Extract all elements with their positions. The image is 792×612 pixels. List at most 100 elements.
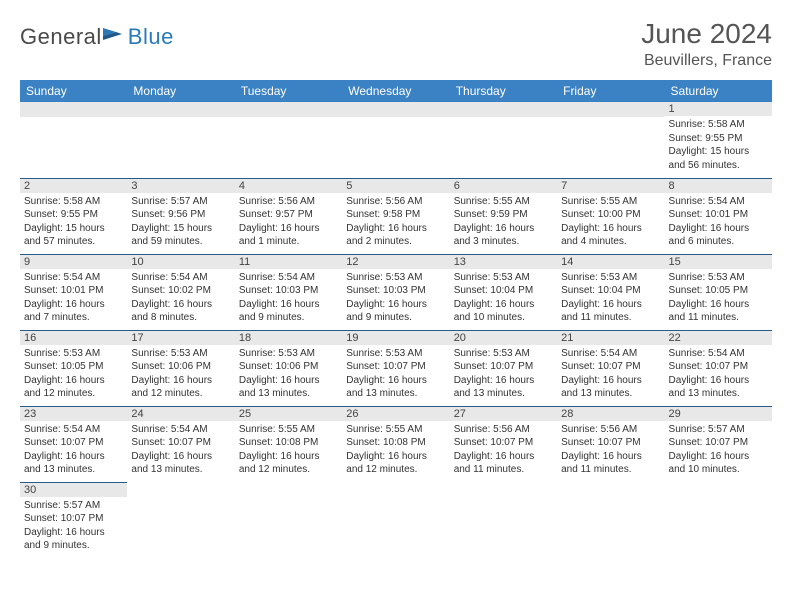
daylight: Daylight: 16 hours and 1 minute. bbox=[239, 222, 338, 249]
daylight: Daylight: 16 hours and 13 minutes. bbox=[346, 374, 445, 401]
calendar-cell bbox=[127, 102, 234, 178]
sunrise: Sunrise: 5:54 AM bbox=[24, 271, 123, 285]
day-number: 17 bbox=[127, 331, 234, 345]
daylight: Daylight: 16 hours and 13 minutes. bbox=[669, 374, 768, 401]
calendar-cell bbox=[342, 102, 449, 178]
daylight: Daylight: 16 hours and 11 minutes. bbox=[669, 298, 768, 325]
daylight: Daylight: 16 hours and 9 minutes. bbox=[239, 298, 338, 325]
daylight: Daylight: 16 hours and 11 minutes. bbox=[454, 450, 553, 477]
sunrise: Sunrise: 5:58 AM bbox=[669, 118, 768, 132]
sunset: Sunset: 10:04 PM bbox=[454, 284, 553, 298]
calendar-cell: 20Sunrise: 5:53 AMSunset: 10:07 PMDaylig… bbox=[450, 330, 557, 406]
sunset: Sunset: 10:07 PM bbox=[669, 436, 768, 450]
sunset: Sunset: 10:07 PM bbox=[454, 436, 553, 450]
day-number: 12 bbox=[342, 255, 449, 269]
sunrise: Sunrise: 5:54 AM bbox=[131, 423, 230, 437]
title-block: June 2024 Beuvillers, France bbox=[641, 18, 772, 70]
sunset: Sunset: 10:07 PM bbox=[561, 436, 660, 450]
sunrise: Sunrise: 5:54 AM bbox=[24, 423, 123, 437]
calendar-header-row: Sunday Monday Tuesday Wednesday Thursday… bbox=[20, 80, 772, 102]
sun-info: Sunrise: 5:53 AMSunset: 10:06 PMDaylight… bbox=[127, 345, 234, 401]
sun-info: Sunrise: 5:54 AMSunset: 10:07 PMDaylight… bbox=[665, 345, 772, 401]
daylight: Daylight: 16 hours and 13 minutes. bbox=[24, 450, 123, 477]
day-number: 30 bbox=[20, 483, 127, 497]
calendar-cell bbox=[557, 482, 664, 558]
sunset: Sunset: 10:07 PM bbox=[24, 512, 123, 526]
calendar-cell bbox=[450, 482, 557, 558]
sunrise: Sunrise: 5:55 AM bbox=[561, 195, 660, 209]
sun-info: Sunrise: 5:54 AMSunset: 10:01 PMDaylight… bbox=[665, 193, 772, 249]
day-number: 8 bbox=[665, 179, 772, 193]
logo: General Blue bbox=[20, 24, 174, 50]
sun-info: Sunrise: 5:58 AMSunset: 9:55 PMDaylight:… bbox=[20, 193, 127, 249]
col-sunday: Sunday bbox=[20, 80, 127, 102]
day-number: 15 bbox=[665, 255, 772, 269]
calendar-cell: 24Sunrise: 5:54 AMSunset: 10:07 PMDaylig… bbox=[127, 406, 234, 482]
sunrise: Sunrise: 5:53 AM bbox=[239, 347, 338, 361]
sunrise: Sunrise: 5:53 AM bbox=[454, 347, 553, 361]
daylight: Daylight: 16 hours and 10 minutes. bbox=[454, 298, 553, 325]
col-friday: Friday bbox=[557, 80, 664, 102]
sunrise: Sunrise: 5:55 AM bbox=[454, 195, 553, 209]
col-saturday: Saturday bbox=[665, 80, 772, 102]
sunrise: Sunrise: 5:53 AM bbox=[24, 347, 123, 361]
empty-day bbox=[235, 102, 342, 117]
day-number: 3 bbox=[127, 179, 234, 193]
calendar-cell: 28Sunrise: 5:56 AMSunset: 10:07 PMDaylig… bbox=[557, 406, 664, 482]
day-number: 10 bbox=[127, 255, 234, 269]
header: General Blue June 2024 Beuvillers, Franc… bbox=[20, 18, 772, 70]
sunrise: Sunrise: 5:57 AM bbox=[669, 423, 768, 437]
sunset: Sunset: 9:55 PM bbox=[669, 132, 768, 146]
empty-day bbox=[20, 102, 127, 117]
sunrise: Sunrise: 5:54 AM bbox=[131, 271, 230, 285]
sunset: Sunset: 10:06 PM bbox=[131, 360, 230, 374]
calendar-cell: 2Sunrise: 5:58 AMSunset: 9:55 PMDaylight… bbox=[20, 178, 127, 254]
sun-info: Sunrise: 5:53 AMSunset: 10:05 PMDaylight… bbox=[665, 269, 772, 325]
calendar-cell: 6Sunrise: 5:55 AMSunset: 9:59 PMDaylight… bbox=[450, 178, 557, 254]
sunset: Sunset: 10:08 PM bbox=[239, 436, 338, 450]
sun-info: Sunrise: 5:56 AMSunset: 9:57 PMDaylight:… bbox=[235, 193, 342, 249]
sunset: Sunset: 10:05 PM bbox=[24, 360, 123, 374]
daylight: Daylight: 16 hours and 9 minutes. bbox=[24, 526, 123, 553]
calendar-cell bbox=[557, 102, 664, 178]
calendar-cell: 15Sunrise: 5:53 AMSunset: 10:05 PMDaylig… bbox=[665, 254, 772, 330]
sun-info: Sunrise: 5:57 AMSunset: 10:07 PMDaylight… bbox=[665, 421, 772, 477]
day-number: 18 bbox=[235, 331, 342, 345]
day-number: 2 bbox=[20, 179, 127, 193]
calendar-cell: 4Sunrise: 5:56 AMSunset: 9:57 PMDaylight… bbox=[235, 178, 342, 254]
sun-info: Sunrise: 5:53 AMSunset: 10:07 PMDaylight… bbox=[450, 345, 557, 401]
sun-info: Sunrise: 5:53 AMSunset: 10:07 PMDaylight… bbox=[342, 345, 449, 401]
calendar-table: Sunday Monday Tuesday Wednesday Thursday… bbox=[20, 80, 772, 558]
sunset: Sunset: 10:07 PM bbox=[561, 360, 660, 374]
logo-flag-icon bbox=[102, 26, 124, 49]
sun-info: Sunrise: 5:54 AMSunset: 10:07 PMDaylight… bbox=[557, 345, 664, 401]
calendar-row: 16Sunrise: 5:53 AMSunset: 10:05 PMDaylig… bbox=[20, 330, 772, 406]
sunset: Sunset: 10:07 PM bbox=[346, 360, 445, 374]
day-number: 23 bbox=[20, 407, 127, 421]
daylight: Daylight: 16 hours and 11 minutes. bbox=[561, 298, 660, 325]
sun-info: Sunrise: 5:57 AMSunset: 10:07 PMDaylight… bbox=[20, 497, 127, 553]
sunset: Sunset: 9:55 PM bbox=[24, 208, 123, 222]
sunrise: Sunrise: 5:55 AM bbox=[346, 423, 445, 437]
calendar-cell: 30Sunrise: 5:57 AMSunset: 10:07 PMDaylig… bbox=[20, 482, 127, 558]
day-number: 26 bbox=[342, 407, 449, 421]
daylight: Daylight: 16 hours and 4 minutes. bbox=[561, 222, 660, 249]
sunrise: Sunrise: 5:53 AM bbox=[454, 271, 553, 285]
sunrise: Sunrise: 5:56 AM bbox=[346, 195, 445, 209]
calendar-cell: 25Sunrise: 5:55 AMSunset: 10:08 PMDaylig… bbox=[235, 406, 342, 482]
sunset: Sunset: 10:07 PM bbox=[454, 360, 553, 374]
day-number: 21 bbox=[557, 331, 664, 345]
day-number: 11 bbox=[235, 255, 342, 269]
sunrise: Sunrise: 5:54 AM bbox=[669, 195, 768, 209]
sun-info: Sunrise: 5:53 AMSunset: 10:04 PMDaylight… bbox=[557, 269, 664, 325]
daylight: Daylight: 16 hours and 12 minutes. bbox=[24, 374, 123, 401]
sun-info: Sunrise: 5:53 AMSunset: 10:05 PMDaylight… bbox=[20, 345, 127, 401]
calendar-cell: 17Sunrise: 5:53 AMSunset: 10:06 PMDaylig… bbox=[127, 330, 234, 406]
col-wednesday: Wednesday bbox=[342, 80, 449, 102]
calendar-cell: 13Sunrise: 5:53 AMSunset: 10:04 PMDaylig… bbox=[450, 254, 557, 330]
daylight: Daylight: 16 hours and 11 minutes. bbox=[561, 450, 660, 477]
sun-info: Sunrise: 5:54 AMSunset: 10:01 PMDaylight… bbox=[20, 269, 127, 325]
calendar-cell bbox=[665, 482, 772, 558]
sunrise: Sunrise: 5:53 AM bbox=[346, 347, 445, 361]
calendar-cell: 3Sunrise: 5:57 AMSunset: 9:56 PMDaylight… bbox=[127, 178, 234, 254]
